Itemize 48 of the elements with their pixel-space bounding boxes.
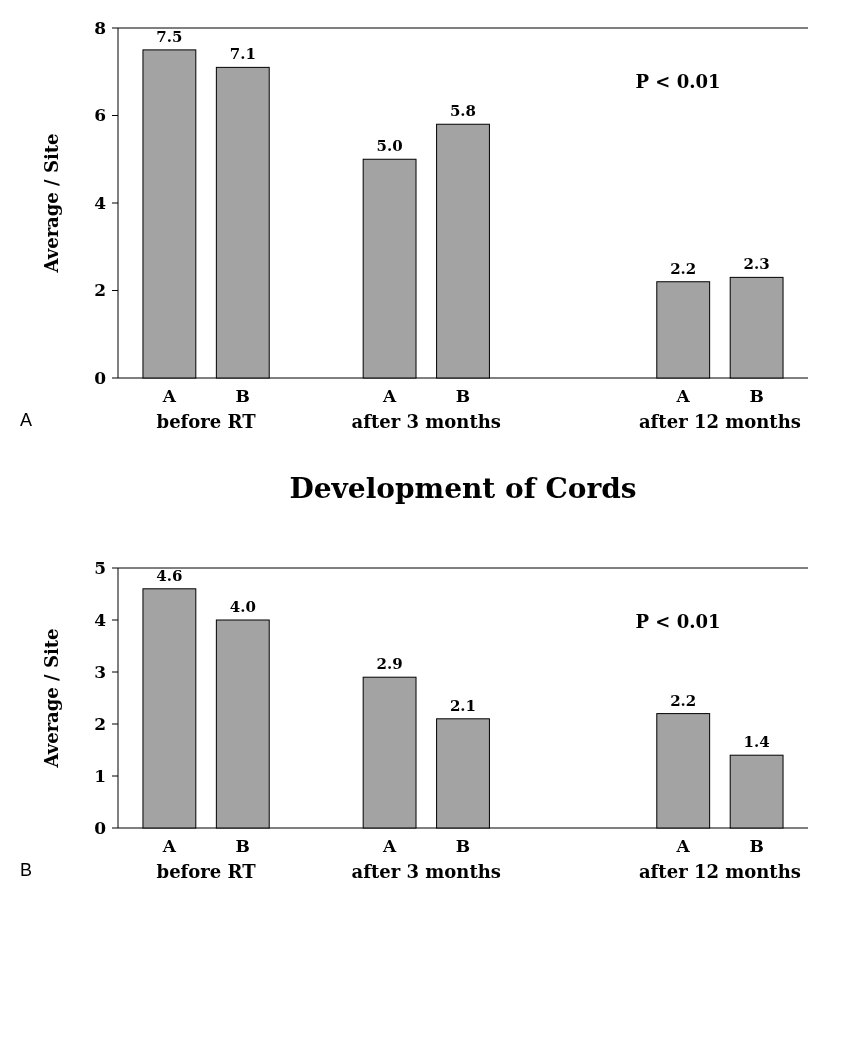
data-label: 2.2 bbox=[670, 259, 697, 278]
x-tick-label: B bbox=[455, 386, 471, 406]
x-tick-label: A bbox=[381, 836, 397, 856]
annotation: P < 0.01 bbox=[635, 611, 721, 632]
text: B bbox=[20, 860, 33, 880]
text: after 12 months bbox=[638, 411, 801, 432]
chart-title: Development of Cords bbox=[289, 472, 637, 505]
y-axis-title: Average / Site bbox=[41, 628, 62, 769]
text: A bbox=[20, 410, 33, 430]
x-tick-label: B bbox=[749, 836, 764, 856]
text: before RT bbox=[156, 861, 257, 882]
x-tick-label: A bbox=[675, 836, 691, 856]
x-tick-label: A bbox=[381, 386, 397, 406]
y-tick-label: 4 bbox=[94, 192, 107, 213]
data-label: 5.0 bbox=[376, 137, 403, 156]
data-label: 1.4 bbox=[743, 733, 770, 752]
data-label: 7.5 bbox=[156, 27, 183, 46]
y-tick-label: 2 bbox=[94, 280, 106, 301]
data-label: 7.1 bbox=[229, 45, 256, 64]
text: after 3 months bbox=[351, 861, 501, 882]
y-tick-label: 1 bbox=[94, 765, 106, 786]
annotation: P < 0.01 bbox=[635, 71, 721, 92]
x-tick-label: A bbox=[161, 386, 177, 406]
data-label: 2.2 bbox=[670, 691, 697, 710]
data-label: 2.3 bbox=[743, 255, 770, 274]
x-tick-label: B bbox=[455, 836, 471, 856]
text: after 3 months bbox=[351, 411, 501, 432]
data-label: 4.0 bbox=[229, 598, 256, 616]
x-tick-label: B bbox=[235, 386, 250, 406]
data-label: 4.6 bbox=[156, 566, 183, 585]
y-tick-label: 6 bbox=[94, 105, 106, 126]
x-tick-label: A bbox=[161, 836, 177, 856]
x-tick-label: B bbox=[235, 836, 250, 856]
y-tick-label: 0 bbox=[94, 367, 107, 388]
y-tick-label: 4 bbox=[94, 609, 107, 630]
text: after 12 months bbox=[638, 861, 801, 882]
text: before RT bbox=[156, 411, 257, 432]
y-tick-label: 3 bbox=[94, 661, 106, 682]
data-label: 2.1 bbox=[449, 696, 477, 715]
x-tick-label: B bbox=[749, 386, 764, 406]
y-tick-label: 8 bbox=[94, 17, 106, 38]
y-axis-title: Average / Site bbox=[41, 133, 62, 274]
y-tick-label: 2 bbox=[94, 713, 106, 734]
y-tick-label: 5 bbox=[94, 557, 106, 578]
data-label: 2.9 bbox=[376, 655, 403, 674]
x-tick-label: A bbox=[675, 386, 691, 406]
data-label: 5.8 bbox=[449, 102, 477, 121]
y-tick-label: 0 bbox=[94, 817, 107, 838]
